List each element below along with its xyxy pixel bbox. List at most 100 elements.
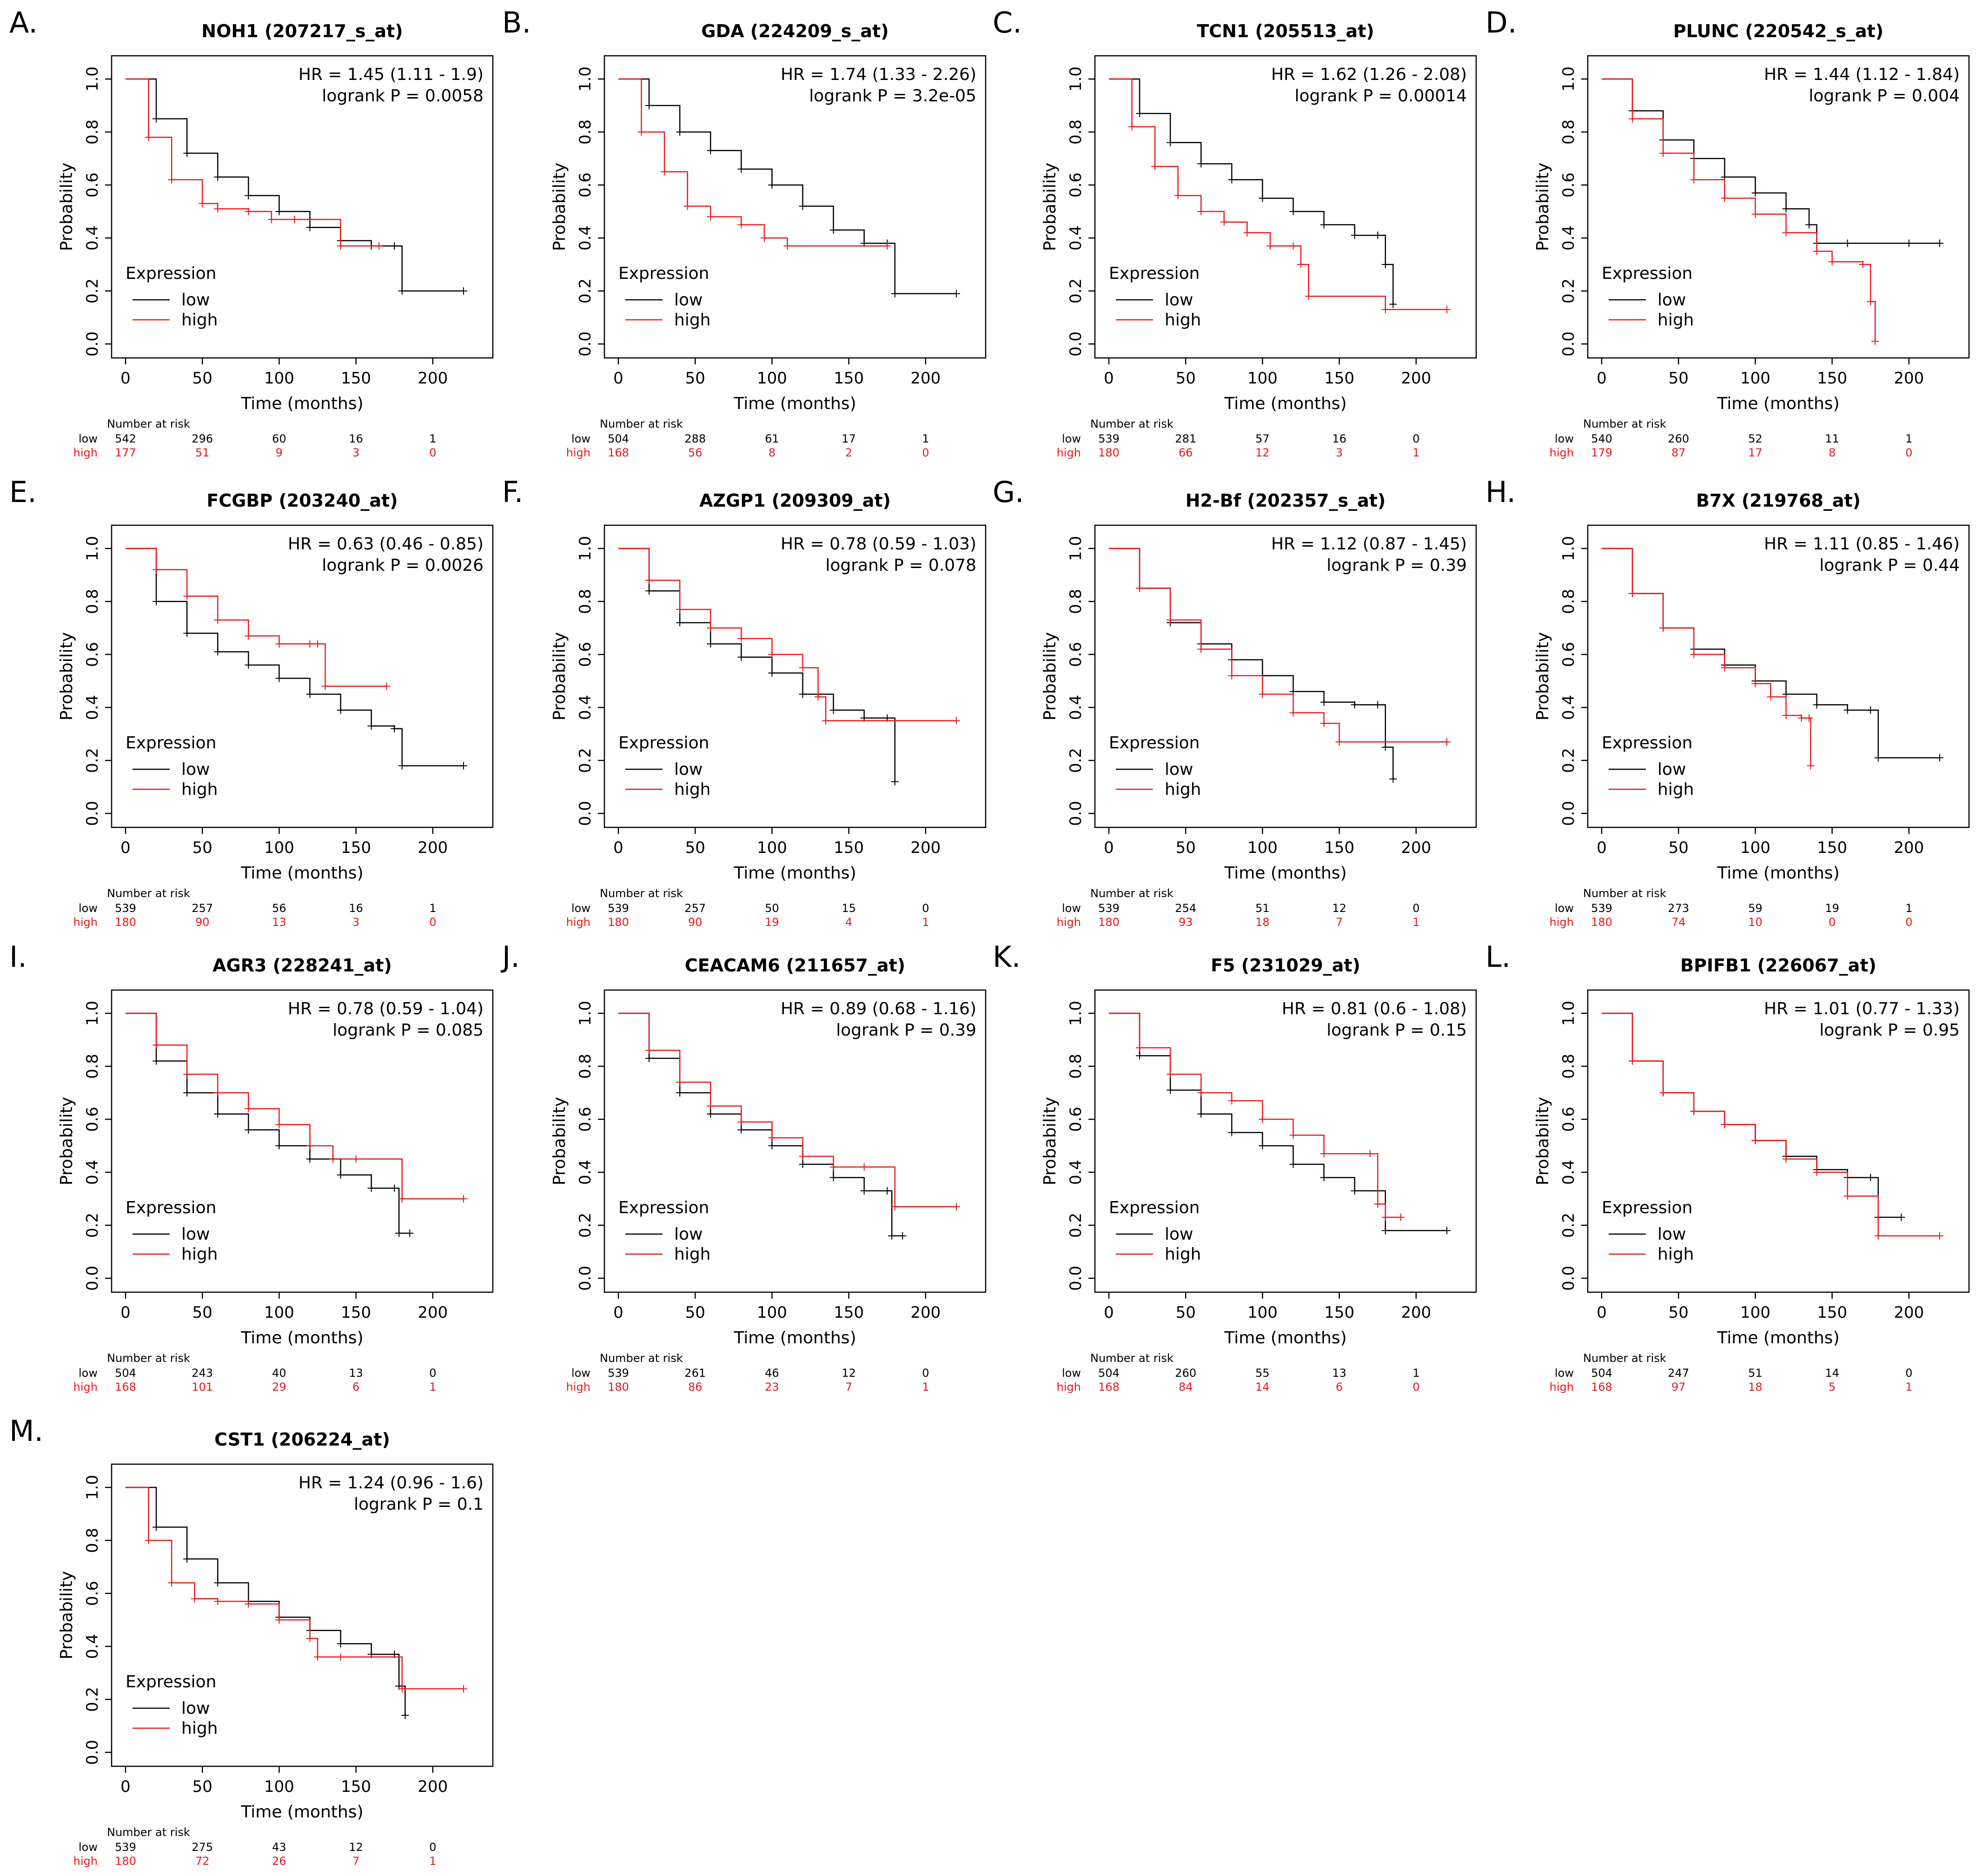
- censor-mark-high: [275, 1121, 283, 1129]
- censor-mark-high: [1128, 123, 1136, 131]
- risk-count-high: 8: [1829, 446, 1836, 459]
- logrank-annotation: logrank P = 0.44: [1819, 556, 1960, 575]
- km-panel-5: E. FCGBP (203240_at) 0.0 0.2 0.4 0.6 0.8 1.0 Pro…: [9, 475, 494, 929]
- censor-mark-high: [1874, 1232, 1882, 1240]
- y-tick-label: 0.0: [83, 1740, 102, 1765]
- censor-mark-low: [459, 287, 467, 295]
- censor-mark-low: [1374, 701, 1382, 709]
- censor-mark-high: [1782, 712, 1790, 720]
- x-tick-label: 0: [1104, 839, 1114, 857]
- legend-low-label: low: [1657, 1225, 1686, 1244]
- legend-low-label: low: [1657, 291, 1686, 310]
- censor-mark-low: [1320, 221, 1328, 229]
- x-tick-label: 100: [264, 1777, 294, 1796]
- y-tick-label: 0.8: [1559, 589, 1578, 614]
- survival-curve-high: [1602, 78, 1876, 342]
- x-tick-label: 150: [1324, 1303, 1354, 1322]
- panel-title: PLUNC (220542_s_at): [1673, 21, 1883, 41]
- hr-annotation: HR = 1.24 (0.96 - 1.6): [298, 1473, 484, 1493]
- km-panel-4: D. PLUNC (220542_s_at) 0.0 0.2 0.4 0.6 0.8 1.0 P…: [1485, 6, 1970, 459]
- risk-count-low: 281: [1175, 432, 1196, 445]
- censor-mark-high: [314, 1653, 322, 1661]
- x-tick-label: 0: [613, 1303, 623, 1322]
- y-tick-label: 0.0: [576, 1266, 595, 1291]
- censor-mark-high: [883, 242, 891, 250]
- risk-count-low: 273: [1668, 902, 1689, 915]
- censor-mark-high: [1751, 210, 1759, 218]
- y-tick-label: 1.0: [1559, 66, 1578, 92]
- censor-mark-low: [275, 674, 283, 682]
- censor-mark-low: [395, 1229, 403, 1237]
- km-panel-3: C. TCN1 (205513_at) 0.0 0.2 0.4 0.6 0.8 1.0 Prob…: [993, 6, 1477, 459]
- y-tick-label: 0.0: [1559, 801, 1578, 826]
- censor-mark-high: [245, 208, 252, 215]
- x-tick-label: 50: [1669, 839, 1689, 857]
- legend-low-label: low: [1165, 291, 1193, 310]
- risk-row-label-high: high: [73, 446, 98, 459]
- censor-mark-high: [1289, 709, 1297, 717]
- y-tick-label: 0.2: [1559, 278, 1578, 304]
- risk-row-label-low: low: [79, 432, 98, 445]
- risk-table-title: Number at risk: [600, 417, 683, 430]
- risk-count-low: 15: [842, 902, 856, 915]
- censor-mark-high: [1320, 720, 1328, 727]
- hr-annotation: HR = 0.78 (0.59 - 1.04): [288, 999, 484, 1018]
- x-tick-label: 50: [1669, 1303, 1689, 1322]
- censor-mark-low: [152, 1057, 160, 1065]
- risk-count-high: 56: [688, 446, 703, 459]
- legend-low-label: low: [674, 1225, 703, 1244]
- censor-mark-low: [1374, 231, 1382, 239]
- y-tick-label: 1.0: [1067, 536, 1085, 561]
- panel-letter: B.: [502, 6, 531, 40]
- risk-count-high: 1: [922, 1381, 929, 1394]
- legend-low-label: low: [674, 291, 703, 310]
- censor-mark-low: [888, 1232, 896, 1240]
- panel-letter: E.: [9, 475, 37, 509]
- survival-curve-low: [126, 78, 464, 292]
- panel-letter: A.: [9, 6, 38, 40]
- x-tick-label: 200: [1401, 839, 1431, 857]
- risk-count-high: 19: [765, 916, 779, 929]
- risk-row-label-low: low: [79, 902, 98, 915]
- y-tick-label: 0.4: [83, 695, 102, 720]
- risk-count-high: 1: [1412, 446, 1419, 459]
- censor-mark-low: [398, 762, 406, 770]
- panel-title: BPIFB1 (226067_at): [1680, 955, 1876, 976]
- x-tick-label: 50: [192, 1777, 212, 1796]
- y-tick-label: 0.4: [576, 1160, 595, 1185]
- risk-row-label-low: low: [1062, 902, 1081, 915]
- hr-annotation: HR = 0.63 (0.46 - 0.85): [288, 535, 484, 554]
- km-panel-12: L. BPIFB1 (226067_at) 0.0 0.2 0.4 0.6 0.8 1.0 Pr…: [1485, 940, 1970, 1394]
- x-tick-label: 200: [1894, 369, 1924, 388]
- censor-mark-low: [1936, 239, 1943, 247]
- legend-high-label: high: [1165, 310, 1201, 330]
- legend-low-label: low: [1657, 760, 1686, 779]
- plot-frame: [111, 989, 494, 1293]
- risk-row-label-low: low: [1062, 432, 1081, 445]
- risk-row-label-low: low: [1062, 1367, 1081, 1380]
- censor-mark-high: [1721, 1121, 1729, 1129]
- logrank-annotation: logrank P = 0.15: [1326, 1021, 1467, 1040]
- x-tick-label: 50: [685, 1303, 705, 1322]
- censor-mark-high: [337, 242, 345, 250]
- censor-mark-high: [822, 717, 830, 725]
- risk-row-label-high: high: [73, 1381, 98, 1394]
- y-tick-label: 0.6: [83, 1107, 102, 1132]
- panel-letter: K.: [993, 940, 1021, 974]
- censor-mark-low: [1197, 160, 1205, 168]
- censor-mark-high: [1807, 762, 1815, 770]
- km-panel-7: G. H2-Bf (202357_s_at) 0.0 0.2 0.4 0.6 0.8 1.0 P…: [993, 475, 1477, 929]
- censor-mark-high: [707, 1102, 715, 1110]
- y-tick-label: 0.2: [1559, 748, 1578, 773]
- legend-high-label: high: [1657, 310, 1694, 330]
- x-tick-label: 50: [685, 839, 705, 857]
- hr-annotation: HR = 1.12 (0.87 - 1.45): [1271, 535, 1467, 554]
- risk-table-title: Number at risk: [1583, 887, 1666, 900]
- y-tick-label: 0.0: [576, 331, 595, 357]
- censor-mark-low: [1167, 139, 1174, 146]
- risk-count-high: 8: [769, 446, 776, 459]
- censor-mark-high: [1335, 738, 1343, 746]
- censor-mark-low: [829, 1174, 837, 1182]
- censor-mark-low: [1381, 1227, 1389, 1235]
- censor-mark-high: [1151, 163, 1159, 171]
